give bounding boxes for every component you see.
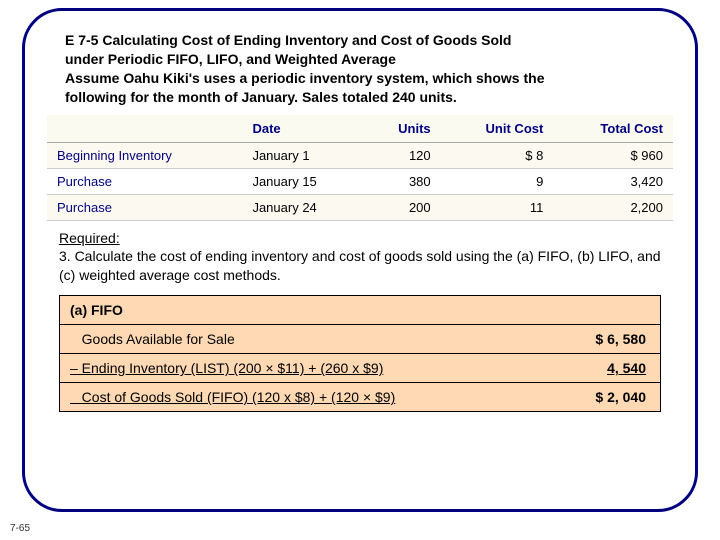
cell-total-cost: $ 960 — [553, 142, 673, 168]
cell-date: January 24 — [242, 194, 364, 220]
cell-total-cost: 2,200 — [553, 194, 673, 220]
inventory-table: Date Units Unit Cost Total Cost Beginnin… — [47, 115, 673, 221]
fifo-row-amount: 4, 540 — [540, 354, 660, 382]
fifo-row-label: Goods Available for Sale — [60, 325, 540, 353]
col-unit-cost: Unit Cost — [441, 115, 554, 143]
required-text: 3. Calculate the cost of ending inventor… — [59, 248, 661, 283]
title-line-1: E 7-5 Calculating Cost of Ending Invento… — [65, 31, 655, 50]
cell-desc: Purchase — [47, 194, 242, 220]
exercise-title: E 7-5 Calculating Cost of Ending Invento… — [65, 31, 655, 107]
cell-date: January 1 — [242, 142, 364, 168]
cell-unit-cost: $ 8 — [441, 142, 554, 168]
fifo-row: Goods Available for Sale $ 6, 580 — [60, 324, 660, 353]
col-units: Units — [365, 115, 441, 143]
required-label: Required: — [59, 230, 120, 246]
col-total-cost: Total Cost — [553, 115, 673, 143]
title-line-3: Assume Oahu Kiki's uses a periodic inven… — [65, 69, 655, 88]
title-line-2: under Periodic FIFO, LIFO, and Weighted … — [65, 50, 655, 69]
table-row: Purchase January 15 380 9 3,420 — [47, 168, 673, 194]
cell-date: January 15 — [242, 168, 364, 194]
fifo-row-amount: $ 6, 580 — [540, 325, 660, 353]
table-row: Beginning Inventory January 1 120 $ 8 $ … — [47, 142, 673, 168]
fifo-solution-box: (a) FIFO Goods Available for Sale $ 6, 5… — [59, 295, 661, 412]
slide-number: 7-65 — [10, 523, 30, 534]
cell-units: 120 — [365, 142, 441, 168]
fifo-row: Cost of Goods Sold (FIFO) (120 x $8) + (… — [60, 382, 660, 411]
fifo-header-amt — [540, 296, 660, 324]
cell-desc: Beginning Inventory — [47, 142, 242, 168]
table-row: Purchase January 24 200 11 2,200 — [47, 194, 673, 220]
cell-unit-cost: 9 — [441, 168, 554, 194]
slide-frame: E 7-5 Calculating Cost of Ending Invento… — [22, 8, 698, 512]
required-block: Required: 3. Calculate the cost of endin… — [59, 229, 661, 286]
cell-unit-cost: 11 — [441, 194, 554, 220]
title-line-4: following for the month of January. Sale… — [65, 88, 655, 107]
fifo-row-label: Cost of Goods Sold (FIFO) (120 x $8) + (… — [60, 383, 540, 411]
fifo-header-label: (a) FIFO — [60, 296, 540, 324]
cell-units: 380 — [365, 168, 441, 194]
fifo-row-label: – Ending Inventory (LIST) (200 × $11) + … — [60, 354, 540, 382]
cell-units: 200 — [365, 194, 441, 220]
fifo-row: – Ending Inventory (LIST) (200 × $11) + … — [60, 353, 660, 382]
fifo-row-amount: $ 2, 040 — [540, 383, 660, 411]
cell-desc: Purchase — [47, 168, 242, 194]
col-date: Date — [242, 115, 364, 143]
cell-total-cost: 3,420 — [553, 168, 673, 194]
col-blank — [47, 115, 242, 143]
fifo-header-row: (a) FIFO — [60, 296, 660, 324]
table-header-row: Date Units Unit Cost Total Cost — [47, 115, 673, 143]
